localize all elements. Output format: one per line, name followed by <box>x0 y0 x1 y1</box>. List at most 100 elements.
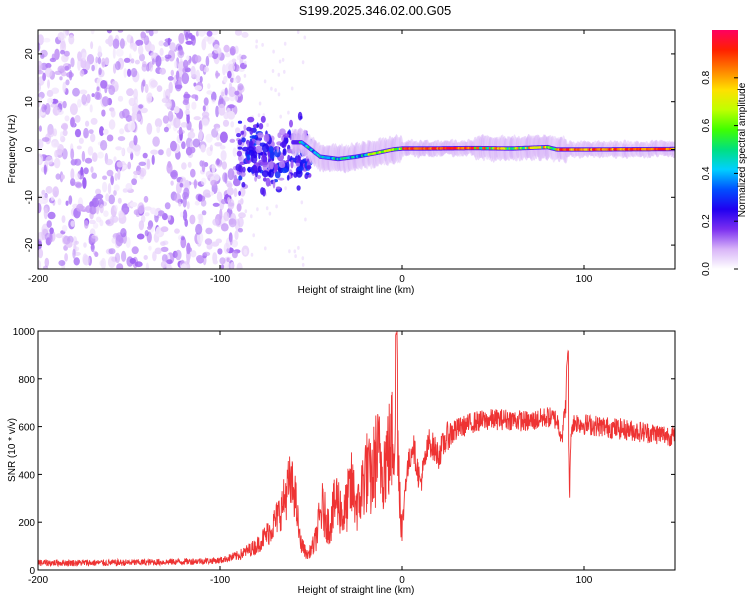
spectrogram-cell <box>73 257 80 266</box>
spectrogram-cell <box>265 206 269 211</box>
spectrogram-cell <box>51 87 60 94</box>
spectrogram-cell <box>271 69 275 73</box>
spectrogram-cell <box>219 145 226 150</box>
spectrogram-cell <box>183 93 191 99</box>
spectrogram-cell <box>270 86 273 91</box>
spectrogram-cell <box>248 149 255 156</box>
spectrogram-cell <box>68 195 73 205</box>
spectrogram-cell <box>247 166 251 173</box>
spectrogram-cell <box>237 227 243 233</box>
spectrogram-cell <box>205 55 210 67</box>
spectrogram-cell <box>59 131 64 141</box>
spectrogram-cell <box>53 157 61 169</box>
spectrogram-cell <box>38 42 41 52</box>
spectrogram-cell <box>114 172 118 181</box>
spectrogram-cell <box>43 265 48 269</box>
spectrogram-cell <box>53 142 60 147</box>
spectrogram-cell <box>152 136 160 147</box>
snr-x-tick-label: -200 <box>28 575 48 586</box>
spectrogram-cell <box>243 73 247 78</box>
spectrogram-cell <box>123 57 131 63</box>
spectrogram-cell <box>151 58 155 65</box>
spectrogram-cell <box>138 44 144 56</box>
spectrogram-cell <box>100 140 108 151</box>
spectrogram-cell <box>122 207 130 214</box>
spectrogram-cell <box>158 40 164 47</box>
spectrogram-cell <box>38 34 44 46</box>
spectrogram-cell <box>101 96 110 107</box>
spectrogram-cell <box>228 218 237 228</box>
spectrogram-cell <box>284 186 287 191</box>
spectrogram-cell <box>281 167 289 174</box>
spectrogram-y-tick-label: 20 <box>24 48 35 60</box>
spectrogram-cell <box>110 175 114 186</box>
spectrogram-cell <box>237 217 244 228</box>
spectrogram-cell <box>74 181 82 188</box>
spectrogram-cell <box>289 119 293 128</box>
spectrogram-cell <box>236 203 242 212</box>
spectrogram-cell <box>79 69 85 77</box>
spectrogram-cell <box>76 203 84 212</box>
spectrogram-cell <box>264 246 267 251</box>
spectrogram-cell <box>177 49 185 59</box>
spectrogram-cell <box>305 172 310 176</box>
spectrogram-cell <box>223 211 230 222</box>
spectrogram-cell <box>144 206 152 211</box>
spectrogram-cell <box>81 94 87 105</box>
spectrogram-cell <box>255 39 258 44</box>
spectrogram-cell <box>64 115 70 122</box>
spectrogram-cell <box>181 72 190 85</box>
spectrogram-cell <box>57 144 64 154</box>
spectrogram-cell <box>204 238 213 246</box>
spectrogram-cell <box>268 211 272 216</box>
spectrogram-cell <box>146 92 153 104</box>
spectrogram-cell <box>276 145 280 153</box>
spectrogram-cell <box>77 58 81 71</box>
spectrogram-cell <box>135 113 142 122</box>
spectrogram-cell <box>133 174 138 179</box>
spectrogram-cell <box>182 209 188 222</box>
spectrogram-cell <box>199 76 203 83</box>
spectrogram-cell <box>207 53 214 58</box>
spectrogram-cell <box>232 147 237 157</box>
spectrogram-cell <box>118 210 125 219</box>
spectrogram-cell <box>219 131 228 143</box>
spectrogram-cell <box>256 175 262 179</box>
spectrogram-cell <box>186 55 190 61</box>
spectrogram-cell <box>212 202 220 207</box>
spectrogram-cell <box>268 169 275 178</box>
spectrogram-cell <box>190 35 195 41</box>
spectrogram-cell <box>244 60 247 65</box>
spectrogram-cell <box>304 217 307 222</box>
spectrogram-cell <box>261 154 267 163</box>
spectrogram-cell <box>74 128 82 138</box>
spectrogram-cell <box>68 70 73 81</box>
spectrogram-y-tick-label: 10 <box>24 96 35 108</box>
spectrogram-cell <box>263 133 269 142</box>
spectrogram-cell <box>193 179 197 189</box>
spectrogram-cell <box>238 175 243 181</box>
spectrogram-cell <box>203 66 210 73</box>
spectrogram-cell <box>234 90 240 96</box>
spectrogram-cell <box>211 91 217 102</box>
spectrogram-cell <box>114 252 121 264</box>
spectrogram-cell <box>59 76 63 81</box>
spectrogram-cell <box>94 251 99 257</box>
spectrogram-cell <box>279 114 283 119</box>
spectrogram-cell <box>175 249 182 261</box>
spectrogram-cell <box>170 180 174 186</box>
spectrogram-cell <box>213 44 220 54</box>
spectrogram-cell <box>220 150 227 161</box>
snr-panel: -200 -100 0 100 0 200 400 600 800 1000 Height of… <box>7 327 676 596</box>
spectrogram-cell <box>279 128 286 136</box>
spectrogram-cell <box>221 91 225 97</box>
spectrogram-cell <box>174 228 180 234</box>
spectrogram-cell <box>86 93 91 104</box>
spectrogram-cell <box>143 255 148 260</box>
spectrogram-cell <box>99 204 104 214</box>
spectrogram-cell <box>144 83 149 94</box>
spectrogram-cell <box>159 67 166 75</box>
spectrogram-cell <box>168 81 173 94</box>
snr-series-line <box>38 331 675 568</box>
spectrogram-cell <box>104 57 110 66</box>
